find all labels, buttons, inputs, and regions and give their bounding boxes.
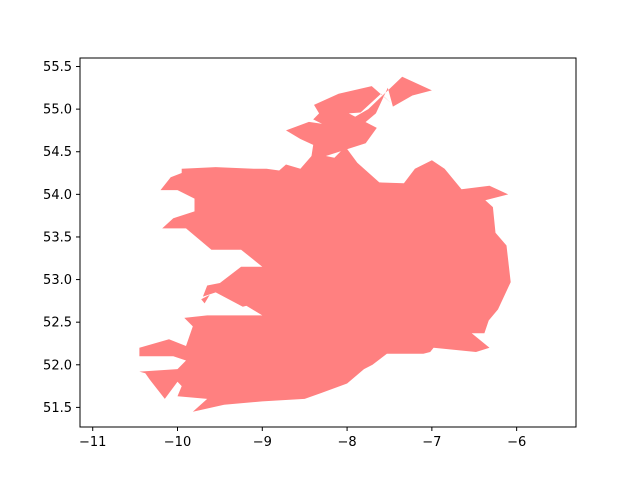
- island-shape: [201, 294, 210, 304]
- x-tick-label: −6: [507, 435, 526, 450]
- x-tick-label: −10: [164, 435, 191, 450]
- x-tick-label: −7: [422, 435, 441, 450]
- x-tick-label: −8: [337, 435, 356, 450]
- x-tick-label: −11: [79, 435, 106, 450]
- x-tick-label: −9: [253, 435, 272, 450]
- ireland-landmass: [139, 76, 511, 412]
- axis-ticks: −11 −10 −9 −8 −7 −6 51.5 52.0 52.5 53.0 53.5 54.0 54…: [43, 60, 526, 450]
- y-tick-label: 55.5: [43, 60, 72, 75]
- y-tick-label: 55.0: [43, 103, 72, 118]
- map-shapes: [139, 76, 511, 412]
- y-tick-label: 51.5: [43, 401, 72, 416]
- y-tick-label: 54.0: [43, 188, 72, 203]
- y-tick-label: 52.0: [43, 358, 72, 373]
- y-tick-label: 53.5: [43, 230, 72, 245]
- y-tick-label: 54.5: [43, 145, 72, 160]
- y-tick-label: 53.0: [43, 273, 72, 288]
- plot-frame: [79, 57, 577, 428]
- y-tick-label: 52.5: [43, 316, 72, 331]
